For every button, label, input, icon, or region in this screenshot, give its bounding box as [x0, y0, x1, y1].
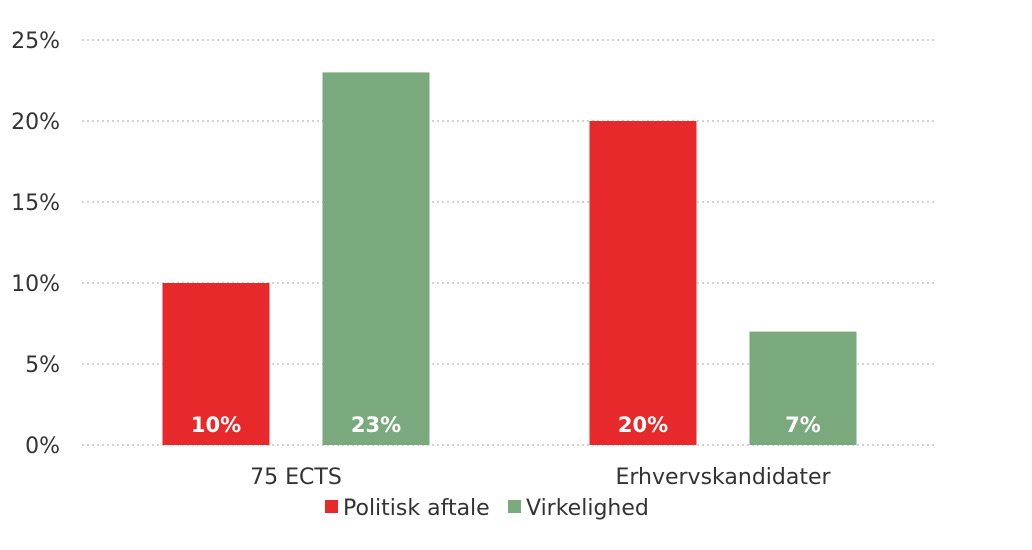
legend-label: Virkelighed	[526, 496, 649, 521]
data-label: 23%	[351, 413, 401, 437]
data-label: 10%	[191, 413, 241, 437]
legend-swatch	[508, 500, 521, 513]
x-category-label: 75 ECTS	[250, 465, 342, 490]
y-axis-ticks: 0% 5% 10% 15% 20% 25%	[11, 29, 60, 459]
x-axis-categories: 75 ECTS Erhvervskandidater	[250, 465, 831, 490]
data-labels: 10% 23% 20% 7%	[191, 413, 821, 437]
bar-virkelighed-1	[749, 331, 857, 445]
y-tick-label: 15%	[11, 191, 60, 216]
legend-swatch	[325, 500, 338, 513]
y-tick-label: 10%	[11, 272, 60, 297]
y-tick-label: 25%	[11, 29, 60, 54]
bar-virkelighed-0	[322, 72, 430, 446]
bar-politisk-aftale-0	[162, 283, 270, 445]
y-tick-label: 20%	[11, 110, 60, 135]
y-tick-label: 0%	[25, 434, 60, 459]
x-category-label: Erhvervskandidater	[615, 465, 831, 490]
legend-label: Politisk aftale	[343, 496, 490, 521]
data-label: 7%	[785, 413, 821, 437]
data-label: 20%	[618, 413, 668, 437]
y-tick-label: 5%	[25, 353, 60, 378]
bar-politisk-aftale-1	[589, 121, 697, 445]
legend: Politisk aftale Virkelighed	[325, 496, 649, 521]
bars	[162, 72, 857, 446]
